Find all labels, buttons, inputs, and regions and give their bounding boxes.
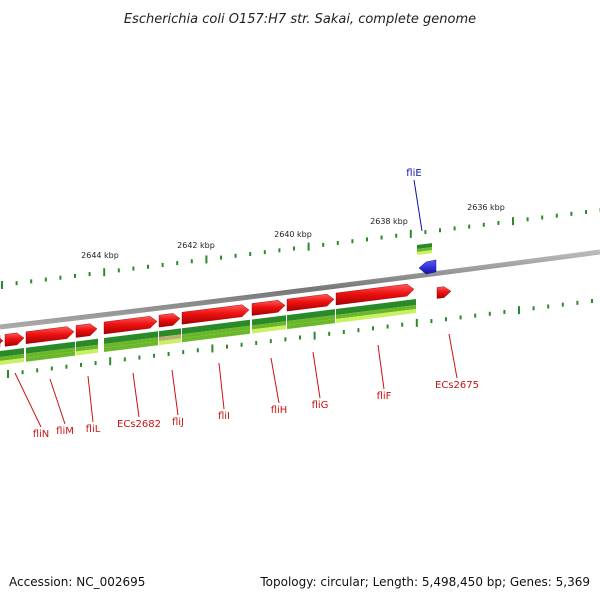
gene-label-flil: fliL	[86, 424, 101, 435]
gene-arrow[interactable]	[286, 293, 335, 312]
feature-track-segment	[104, 337, 158, 348]
feature-track-segment	[182, 325, 250, 339]
gene-arrow[interactable]	[181, 304, 250, 325]
feature-track-segment	[159, 334, 181, 342]
feature-track-segment	[159, 328, 181, 338]
feature-track-segment	[182, 319, 250, 335]
page-title: Escherichia coli O157:H7 str. Sakai, com…	[124, 12, 476, 27]
feature-track-segment	[182, 329, 250, 343]
gene-label-flii: fliI	[218, 411, 230, 422]
gene-label-line	[218, 362, 225, 410]
feature-track-segment	[76, 348, 98, 356]
feature-track-segment	[252, 325, 286, 334]
feature-track-segment	[336, 305, 416, 319]
feature-track-segment	[417, 243, 432, 249]
gene-label-ecs2675: ECs2675	[435, 380, 479, 391]
feature-track-segment	[417, 250, 432, 255]
feature-track-segment	[104, 341, 158, 352]
gene-arrow[interactable]	[436, 286, 452, 299]
feature-track-segment	[417, 247, 432, 252]
genome-backbone	[0, 249, 600, 330]
gene-label-flif: fliF	[377, 391, 392, 402]
scale-ticks-outer	[1, 208, 600, 289]
gene-arrow[interactable]	[418, 259, 437, 275]
ruler-label: 2642 kbp	[177, 241, 215, 250]
gene-arrow[interactable]	[25, 326, 75, 344]
ruler-label: 2638 kbp	[370, 217, 408, 226]
gene-label-flih: fliH	[271, 405, 288, 416]
accession-label: Accession: NC_002695	[9, 575, 145, 589]
gene-label-flim: fliM	[56, 426, 74, 437]
feature-track-segment	[287, 309, 335, 322]
gene-arrow[interactable]	[103, 316, 158, 335]
feature-track-segment	[76, 344, 98, 352]
gene-label-flie: fliE	[406, 168, 421, 179]
gene-labels: fliN fliM fliL ECs2682 fliJ fliI fliH fliG fliF E…	[33, 168, 479, 440]
gene-label-ecs2682: ECs2682	[117, 419, 161, 430]
gene-label-line	[87, 375, 94, 423]
gene-label-line	[377, 344, 385, 390]
ruler-labels: 2644 kbp 2642 kbp 2640 kbp 2638 kbp 2636 kbp	[81, 203, 505, 260]
gene-label-flig: fliG	[312, 400, 329, 411]
genome-summary: Topology: circular; Length: 5,498,450 bp…	[259, 575, 590, 589]
gene-label-flin: fliN	[33, 429, 50, 440]
gene-arrow[interactable]	[4, 332, 25, 347]
feature-track-segment	[0, 354, 24, 361]
genes-track	[0, 259, 452, 348]
gene-label-flij: fliJ	[172, 417, 184, 428]
scale-ticks-inner	[7, 299, 593, 378]
feature-track-segment	[26, 351, 75, 362]
feature-track-segment	[26, 341, 75, 354]
ruler-label: 2636 kbp	[467, 203, 505, 212]
gene-label-lines	[14, 179, 458, 428]
gene-arrow[interactable]	[0, 334, 4, 348]
feature-track-segment	[0, 358, 24, 365]
gene-label-line	[270, 357, 280, 404]
feature-track-segment	[252, 315, 286, 326]
feature-track-segment	[336, 299, 416, 315]
gene-label-line	[14, 372, 42, 428]
gene-label-line	[312, 351, 321, 399]
feature-track-segment	[26, 347, 75, 358]
feature-tracks	[0, 243, 432, 365]
gene-arrow[interactable]	[251, 300, 286, 316]
feature-track-segment	[336, 309, 416, 323]
gene-arrow[interactable]	[158, 313, 181, 328]
gene-label-line	[171, 369, 179, 416]
gene-label-line	[413, 179, 423, 232]
gene-label-line	[49, 378, 66, 425]
gene-arrow[interactable]	[75, 323, 98, 338]
ruler-label: 2644 kbp	[81, 251, 119, 260]
gene-label-line	[132, 372, 140, 418]
gene-arrow[interactable]	[335, 283, 415, 306]
gene-label-line	[448, 333, 458, 379]
feature-track-segment	[104, 331, 158, 344]
feature-track-segment	[76, 338, 98, 348]
feature-track-segment	[159, 338, 181, 346]
feature-track-segment	[287, 319, 335, 330]
feature-track-segment	[287, 315, 335, 326]
feature-track-segment	[252, 321, 286, 330]
ruler-label: 2640 kbp	[274, 230, 312, 239]
